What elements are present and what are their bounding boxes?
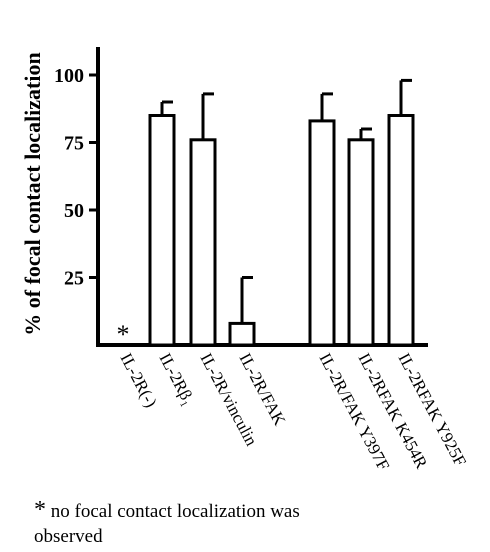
y-ticks-group: 25 50 75 100: [54, 65, 98, 290]
footnote-text: no focal contact localization was observ…: [34, 501, 300, 547]
y-tick-label: 75: [64, 133, 84, 155]
y-tick-label: 25: [64, 268, 84, 290]
y-tick-label: 100: [54, 65, 84, 87]
bar: [148, 114, 176, 347]
footnote: * no focal contact localization was obse…: [34, 498, 364, 549]
bar: [387, 114, 415, 347]
y-axis-label: % of focal contact localization: [20, 52, 45, 336]
no-localization-asterisk: *: [117, 320, 130, 349]
y-tick-label: 50: [64, 200, 84, 222]
bar: [228, 321, 256, 347]
x-tick-label: IL-2R(-): [116, 350, 160, 411]
bars-group: [148, 114, 415, 347]
axes: [96, 47, 428, 347]
error-bars-group: [160, 78, 412, 324]
bar: [189, 138, 217, 347]
bar: [308, 119, 336, 347]
footnote-asterisk: *: [34, 497, 46, 523]
bar: [347, 138, 375, 347]
x-tick-label: IL-2Rβ₁: [155, 350, 198, 408]
